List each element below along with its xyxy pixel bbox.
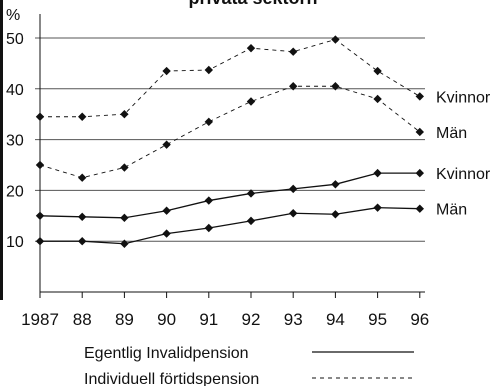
data-point-solid-kvinnor <box>331 180 340 189</box>
data-point-solid-man <box>35 237 45 246</box>
data-point-dashed-man <box>415 127 424 137</box>
legend-label: Egentlig Invalidpension <box>84 345 249 362</box>
data-point-dashed-man <box>289 82 298 91</box>
y-tick-label: 10 <box>6 234 24 251</box>
data-point-solid-man <box>162 229 171 238</box>
series-line-solid-man <box>40 207 420 245</box>
legend-label: Individuell förtidspension <box>84 371 259 386</box>
series-label-solid-kvinnor: Kvinnor <box>436 166 491 183</box>
x-tick-label: 96 <box>410 310 429 329</box>
series-line-dashed-kvinnor <box>40 39 421 118</box>
x-tick-labels: 1987 88 89 90 91 92 93 94 95 96 <box>21 310 429 329</box>
series-group <box>35 35 424 248</box>
data-point-solid-kvinnor <box>162 206 171 215</box>
data-point-dashed-man <box>120 163 129 172</box>
x-tick-label: 91 <box>199 310 218 329</box>
data-point-solid-man <box>331 210 340 219</box>
chart-title: privata sektorn <box>188 0 317 8</box>
x-tick-label: 92 <box>242 310 261 329</box>
data-point-dashed-kvinnor <box>246 43 256 53</box>
series-label-dashed-man: Män <box>436 125 467 142</box>
x-tick-label: 93 <box>284 310 303 329</box>
x-tick-label: 94 <box>326 310 345 329</box>
y-tick-label: 40 <box>6 82 24 99</box>
series-label-solid-man: Män <box>436 202 467 219</box>
series-line-solid-kvinnor <box>39 172 420 219</box>
series-line-dashed-man <box>39 85 421 179</box>
data-point-dashed-kvinnor <box>35 112 45 121</box>
series-label-dashed-kvinnor: Kvinnor <box>436 89 491 106</box>
data-point-dashed-man <box>204 117 213 127</box>
x-tick-label: 95 <box>368 310 387 329</box>
data-point-dashed-kvinnor <box>415 92 424 101</box>
data-point-dashed-man <box>162 140 171 149</box>
data-point-solid-kvinnor <box>78 212 87 222</box>
data-point-solid-man <box>246 216 256 226</box>
data-point-dashed-man <box>35 160 45 170</box>
data-point-dashed-man <box>331 82 340 91</box>
data-point-solid-kvinnor <box>120 213 129 223</box>
data-point-dashed-kvinnor <box>78 112 87 121</box>
legend: Egentlig Invalidpension Individuell förti… <box>84 345 414 386</box>
data-point-dashed-man <box>373 94 382 104</box>
series-labels: Kvinnor Män Kvinnor Män <box>436 89 491 218</box>
data-point-dashed-kvinnor <box>289 47 298 56</box>
data-point-solid-man <box>415 204 424 213</box>
x-tick-label: 89 <box>115 310 134 329</box>
y-tick-labels: 50 40 30 20 10 <box>6 31 24 251</box>
axes <box>0 0 425 300</box>
data-point-solid-kvinnor <box>35 211 45 220</box>
grid-lines <box>35 37 425 242</box>
data-point-solid-kvinnor <box>415 168 424 178</box>
y-tick-label: 20 <box>6 183 24 200</box>
data-point-dashed-man <box>78 173 87 182</box>
y-tick-label: 30 <box>6 133 24 150</box>
x-tick-label: 90 <box>157 310 176 329</box>
data-point-dashed-kvinnor <box>373 66 382 76</box>
x-tick-label: 88 <box>73 310 92 329</box>
data-point-solid-kvinnor <box>373 168 382 178</box>
y-axis-label: % <box>6 7 20 24</box>
data-point-solid-man <box>78 237 87 246</box>
data-point-solid-man <box>373 203 382 212</box>
data-point-solid-man <box>204 223 213 233</box>
x-tick-label: 1987 <box>21 310 59 329</box>
data-point-dashed-kvinnor <box>331 35 340 44</box>
data-point-dashed-kvinnor <box>120 110 129 119</box>
data-point-dashed-kvinnor <box>204 65 213 75</box>
data-point-solid-man <box>289 209 298 218</box>
data-point-solid-kvinnor <box>246 189 256 198</box>
y-tick-label: 50 <box>6 31 24 48</box>
data-point-solid-kvinnor <box>204 196 213 205</box>
data-point-solid-kvinnor <box>289 184 298 194</box>
data-point-solid-man <box>120 239 129 248</box>
data-point-dashed-man <box>246 97 256 106</box>
data-point-dashed-kvinnor <box>162 66 171 76</box>
